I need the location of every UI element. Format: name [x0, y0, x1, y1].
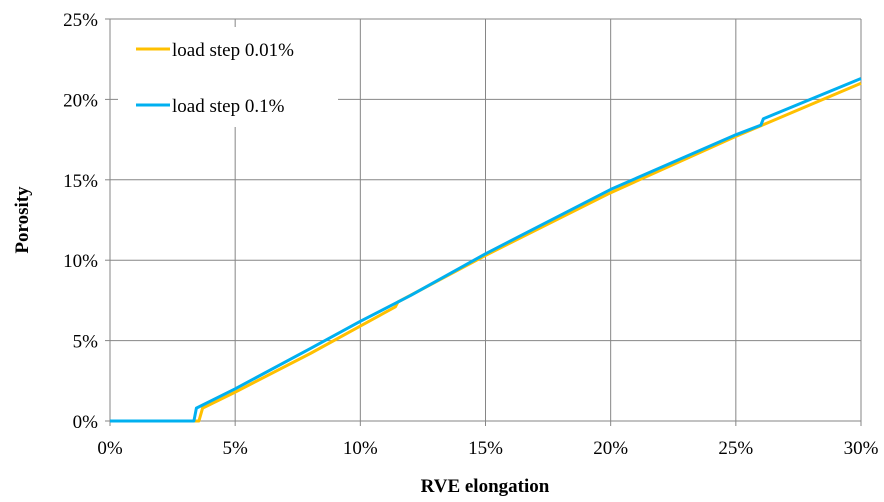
legend-background	[118, 27, 338, 127]
legend-label-2: load step 0.1%	[172, 96, 285, 117]
tick-labels: 0% 5% 10% 15% 20% 25% 0% 5% 10% 15% 20% 25% 30%	[63, 10, 878, 459]
y-tick-label: 0%	[73, 412, 99, 433]
axes	[105, 18, 862, 426]
x-tick-label: 25%	[718, 438, 753, 459]
series-lines	[110, 77, 862, 423]
y-tick-label: 25%	[63, 10, 98, 31]
x-axis-title: RVE elongation	[421, 476, 550, 497]
y-tick-label: 5%	[73, 332, 99, 353]
y-tick-label: 20%	[63, 90, 98, 111]
y-axis-title: Porosity	[12, 186, 33, 254]
y-tick-label: 15%	[63, 171, 98, 192]
x-tick-label: 5%	[223, 438, 249, 459]
x-tick-label: 10%	[343, 438, 378, 459]
x-tick-label: 0%	[97, 438, 123, 459]
series-line-2	[110, 77, 862, 423]
series-line-1	[110, 81, 862, 423]
x-tick-label: 20%	[593, 438, 628, 459]
legend: load step 0.01% load step 0.1%	[118, 27, 338, 127]
x-tick-label: 15%	[468, 438, 503, 459]
legend-label-1: load step 0.01%	[172, 40, 294, 61]
y-tick-label: 10%	[63, 251, 98, 272]
x-tick-label: 30%	[844, 438, 879, 459]
